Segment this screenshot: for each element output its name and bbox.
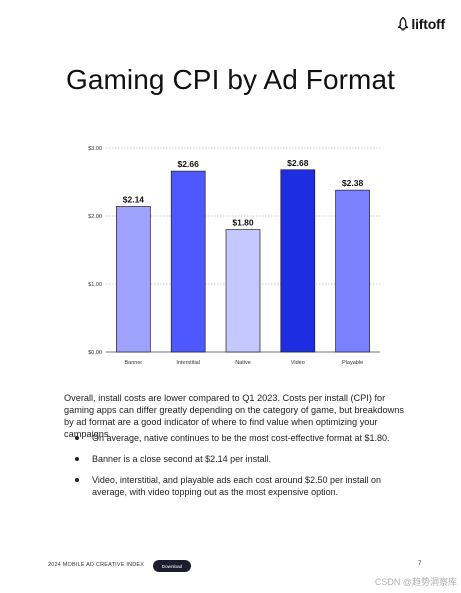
bar [225,229,261,353]
bullet-dot [75,457,79,461]
bullet-text: Video, interstitial, and playable ads ea… [92,475,382,497]
summary-paragraph: Overall, install costs are lower compare… [64,393,404,439]
bullet-item: Banner is a close second at $2.14 per in… [64,453,414,465]
y-tick-label: $2.00 [88,214,102,220]
page-number: 7 [418,561,422,567]
bullet-dot [75,436,79,440]
bar [116,206,151,353]
bullet-text: On average, native continues to be the m… [92,433,390,443]
bullet-list: On average, native continues to be the m… [64,432,414,507]
x-tick-label: Video [291,360,305,366]
download-button[interactable]: Download [153,560,191,572]
brand-logo: liftoff [397,16,445,32]
bullet-dot [75,478,79,482]
bar [335,189,370,353]
bar [280,169,316,353]
bullet-item: Video, interstitial, and playable ads ea… [64,474,414,498]
report-name: 2024 MOBILE AD CREATIVE INDEX [48,562,145,568]
rocket-icon [398,17,409,31]
data-label: $2.38 [342,178,364,188]
bullet-item: On average, native continues to be the m… [64,432,414,444]
bullet-text: Banner is a close second at $2.14 per in… [92,454,272,464]
bar [170,170,206,353]
x-tick-label: Interstitial [176,360,200,366]
cpi-bar-chart: $0.00 $1.00 $2.00 $3.00 $2.14 Banner $2.66 Inte… [88,146,380,366]
x-tick-label: Playable [342,360,363,366]
page-title: Gaming CPI by Ad Format [65,64,396,95]
data-label: $2.68 [287,158,309,168]
y-tick-label: $3.00 [88,146,102,152]
data-label: $2.14 [123,194,145,204]
y-tick-label: $0.00 [88,350,102,356]
watermark: CSDN @趋势洞察库 [374,577,457,587]
y-tick-label: $1.00 [88,282,102,288]
x-tick-label: Native [235,360,251,366]
x-tick-label: Banner [125,360,143,366]
data-label: $2.66 [178,159,200,169]
brand-name: liftoff [411,16,445,32]
data-label: $1.80 [232,218,254,228]
